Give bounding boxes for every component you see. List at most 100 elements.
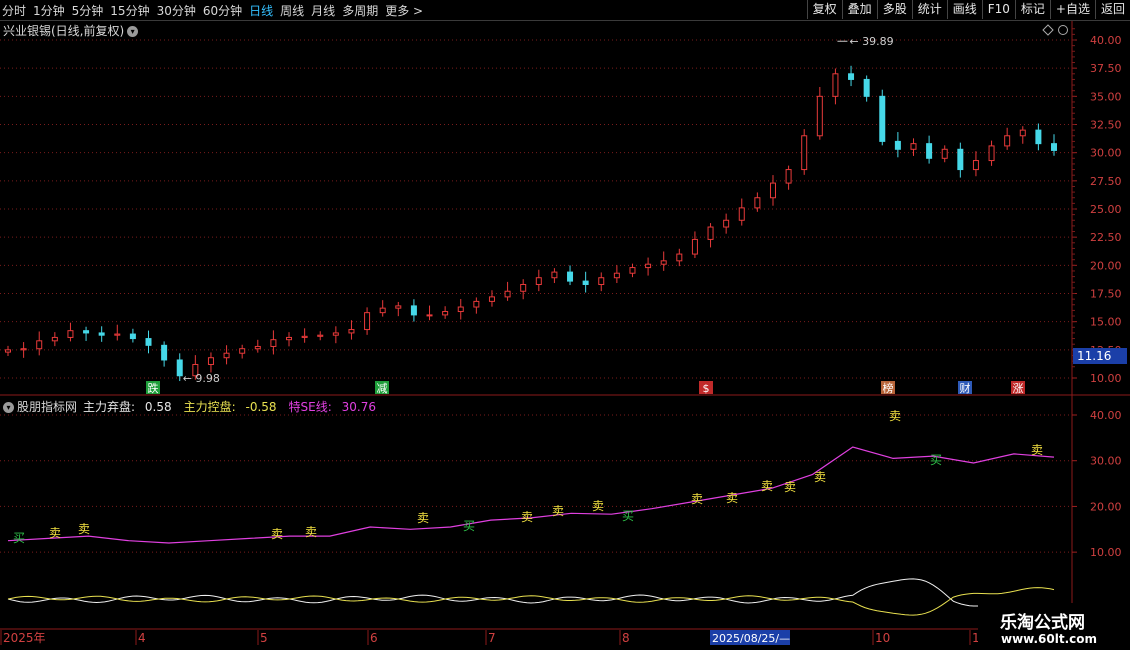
watermark-title: 乐淘公式网 (1000, 613, 1085, 633)
sell-signal: 卖 (784, 480, 796, 494)
settings-circle-icon[interactable] (1058, 25, 1068, 35)
toolbar-action-3[interactable]: 统计 (911, 0, 947, 19)
sell-signal: 卖 (271, 527, 283, 541)
sell-signal: 卖 (552, 504, 564, 518)
toolbar-action-8[interactable]: 返回 (1094, 0, 1130, 19)
candle-body (1019, 129, 1026, 137)
period-tab-5[interactable]: 60分钟 (202, 4, 243, 18)
event-marker[interactable] (146, 381, 160, 394)
toolbar: 分时 1分钟 5分钟 15分钟 30分钟 60分钟 日线 周线 月线 多周期 更多 > 复权 叠加 多股… (0, 0, 1130, 21)
period-tab-10[interactable]: 更多 > (385, 4, 424, 18)
candle-body (286, 336, 293, 341)
cursor-date-box (710, 630, 790, 645)
period-tab-8[interactable]: 月线 (311, 4, 336, 18)
buy-signal: 买 (622, 509, 634, 523)
stock-title: 兴业银锡(日线,前复权) (3, 24, 125, 38)
time-axis-label: 2025年 (3, 631, 46, 645)
toolbar-action-7[interactable]: +自选 (1049, 0, 1095, 19)
period-tab-6[interactable]: 日线 (249, 4, 274, 18)
candle-body (941, 148, 948, 159)
sell-signal: 卖 (78, 522, 90, 536)
y-tick-label: 25.00 (1090, 203, 1122, 216)
candle-body (223, 352, 230, 359)
period-tab-2[interactable]: 5分钟 (71, 4, 104, 18)
candle-body (254, 345, 261, 350)
candle-body (1035, 129, 1042, 145)
toolbar-action-6[interactable]: 标记 (1014, 0, 1050, 19)
period-tab-9[interactable]: 多周期 (342, 4, 379, 18)
event-marker[interactable] (881, 381, 895, 394)
line1-label: 主力弃盘: (83, 400, 136, 414)
main-control-line (7, 587, 1055, 616)
sell-signal: 卖 (889, 409, 901, 423)
toolbar-action-0[interactable]: 复权 (806, 0, 842, 19)
y-tick-label: 17.50 (1090, 288, 1122, 301)
indicator-title: ▾ 股朋指标网 主力弃盘: 0.58 主力控盘: -0.58 特SE线: 30.76 (3, 398, 388, 415)
candle-body (364, 312, 371, 331)
event-marker-label: $ (703, 382, 710, 395)
sell-signal: 卖 (305, 525, 317, 539)
candle-body (598, 277, 605, 285)
chevron-down-icon[interactable]: ▾ (3, 402, 14, 413)
candle-body (785, 169, 792, 184)
y-tick-label: 27.50 (1090, 175, 1122, 188)
period-tab-3[interactable]: 15分钟 (110, 4, 150, 18)
candle-body (894, 140, 901, 150)
chevron-down-icon[interactable]: ▾ (127, 26, 139, 37)
time-axis-label: 10 (875, 631, 890, 645)
ind-y-tick-label: 40.00 (1090, 409, 1122, 422)
period-tab-0[interactable]: 分时 (2, 4, 27, 18)
event-marker-label: 财 (960, 381, 971, 395)
toolbar-action-1[interactable]: 叠加 (841, 0, 877, 19)
candle-body (442, 311, 449, 316)
candle-body (645, 263, 652, 269)
event-marker-label: 涨 (1013, 382, 1024, 395)
toolbar-action-5[interactable]: F10 (981, 0, 1015, 19)
sell-signal: 卖 (592, 499, 604, 513)
period-tab-4[interactable]: 30分钟 (156, 4, 196, 18)
candle-body (348, 329, 355, 334)
time-axis-label: 8 (622, 631, 630, 645)
time-axis-label: 4 (138, 631, 146, 645)
time-axis-label: 5 (260, 631, 268, 645)
candle-body (1004, 135, 1011, 147)
candle-body (738, 207, 745, 221)
candle-body (551, 271, 558, 279)
sell-signal: 卖 (726, 491, 738, 505)
sell-signal: 卖 (49, 526, 61, 540)
candle-body (51, 336, 58, 342)
candle-body (129, 333, 136, 340)
sell-signal: 卖 (1031, 443, 1043, 457)
line2-value: -0.58 (245, 400, 277, 414)
candle-body (972, 160, 979, 171)
period-tab-1[interactable]: 1分钟 (33, 4, 65, 18)
period-tab-7[interactable]: 周线 (280, 4, 305, 18)
candle-body (301, 335, 308, 338)
candle-body (379, 307, 386, 314)
line1-value: 0.58 (144, 400, 172, 414)
candle-body (535, 277, 542, 285)
event-marker[interactable] (375, 381, 389, 394)
candle-body (863, 78, 870, 97)
toolbar-action-4[interactable]: 画线 (946, 0, 982, 19)
diamond-icon[interactable] (1042, 24, 1054, 36)
event-marker-label: 榜 (883, 381, 894, 395)
ind-y-tick-label: 10.00 (1090, 546, 1122, 559)
candle-body (317, 334, 324, 337)
sell-signal: 卖 (521, 510, 533, 524)
candle-body (957, 148, 964, 171)
sell-signal: 卖 (814, 470, 826, 484)
candle-body (582, 280, 589, 285)
period-tabs: 分时 1分钟 5分钟 15分钟 30分钟 60分钟 日线 周线 月线 多周期 更多 > (2, 2, 430, 19)
candle-body (161, 344, 168, 361)
watermark-url: www.60lt.com (1001, 632, 1098, 646)
buy-signal: 买 (13, 531, 25, 545)
event-marker[interactable] (1011, 381, 1025, 394)
event-marker[interactable] (958, 381, 972, 394)
toolbar-action-2[interactable]: 多股 (876, 0, 912, 19)
event-marker[interactable] (699, 381, 713, 394)
ind-y-tick-label: 20.00 (1090, 500, 1122, 513)
candle-body (114, 333, 121, 336)
candle-body (691, 238, 698, 255)
